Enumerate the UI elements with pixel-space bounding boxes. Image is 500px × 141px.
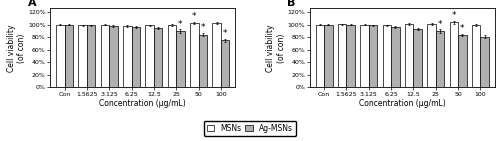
- Bar: [472, 25, 480, 87]
- Legend: MSNs, Ag-MSNs: MSNs, Ag-MSNs: [204, 121, 296, 136]
- Text: *: *: [223, 29, 228, 38]
- Bar: [64, 25, 73, 87]
- Bar: [414, 29, 422, 87]
- Bar: [190, 23, 198, 87]
- Bar: [391, 27, 400, 87]
- Bar: [132, 27, 140, 87]
- Text: B: B: [288, 0, 296, 8]
- Bar: [109, 26, 118, 87]
- Text: *: *: [452, 11, 456, 20]
- Y-axis label: Cell viability
(of con): Cell viability (of con): [266, 24, 285, 72]
- Bar: [198, 35, 207, 87]
- Bar: [428, 24, 436, 87]
- Bar: [458, 35, 466, 87]
- Bar: [146, 25, 154, 87]
- Bar: [436, 31, 444, 87]
- Bar: [338, 24, 346, 87]
- Text: A: A: [28, 0, 36, 8]
- X-axis label: Concentration (μg/mL): Concentration (μg/mL): [359, 99, 446, 108]
- Bar: [176, 31, 184, 87]
- Bar: [316, 25, 324, 87]
- Bar: [369, 25, 378, 87]
- Bar: [346, 25, 355, 87]
- Bar: [212, 23, 221, 87]
- Text: *: *: [200, 23, 205, 32]
- Text: *: *: [178, 19, 182, 28]
- Bar: [324, 25, 332, 87]
- Y-axis label: Cell viability
(of con): Cell viability (of con): [6, 24, 26, 72]
- Bar: [123, 26, 132, 87]
- Bar: [154, 28, 162, 87]
- Bar: [100, 25, 109, 87]
- Bar: [450, 22, 458, 87]
- Bar: [87, 25, 96, 87]
- Text: *: *: [438, 19, 442, 28]
- Bar: [480, 37, 489, 87]
- Bar: [405, 24, 413, 87]
- Text: *: *: [192, 12, 196, 21]
- Text: *: *: [460, 24, 464, 33]
- Bar: [168, 25, 176, 87]
- Bar: [382, 25, 391, 87]
- Bar: [360, 25, 369, 87]
- Bar: [56, 25, 64, 87]
- Bar: [221, 40, 230, 87]
- X-axis label: Concentration (μg/mL): Concentration (μg/mL): [100, 99, 186, 108]
- Bar: [78, 25, 87, 87]
